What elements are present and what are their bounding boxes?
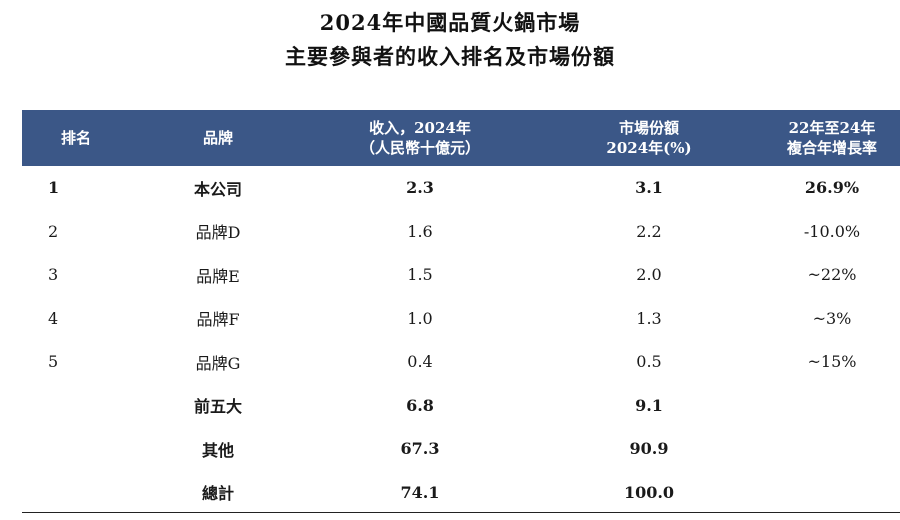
table-row: 2 品牌D 1.6 2.2 -10.0% [22,210,900,254]
share-cell: 1.3 [636,308,662,328]
cagr-cell [764,427,900,471]
revenue-cell: 1.0 [407,308,433,328]
share-cell: 9.1 [635,395,663,415]
page-subtitle: 主要參與者的收入排名及市場份額 [285,44,615,69]
ranking-table-container: 排名 品牌 收入，2024年 （人民幣十億元） 市場份額 2024年(%) 22… [22,110,900,514]
share-cell: 2.2 [636,221,662,241]
brand-cell: 品牌D [195,223,241,243]
share-cell: 90.9 [629,439,669,459]
table-row: 前五大 6.8 9.1 [22,384,900,428]
share-cell: 100.0 [623,482,675,502]
brand-cell: 品牌E [196,266,240,286]
cagr-cell [764,384,900,428]
header-rank-label: 排名 [60,129,91,147]
header-share-line1: 市場份額 [618,119,679,137]
header-brand: 品牌 [130,110,306,166]
rank-cell [22,427,130,471]
header-brand-label: 品牌 [202,129,233,147]
table-row: 5 品牌G 0.4 0.5 ~15% [22,340,900,384]
rank-cell: 3 [48,265,59,285]
revenue-cell: 6.8 [406,395,434,415]
rank-cell: 5 [48,352,59,372]
rank-cell [22,384,130,428]
revenue-cell: 74.1 [400,482,440,502]
cagr-cell: ~22% [807,265,857,285]
rank-cell: 4 [48,308,59,328]
share-cell: 2.0 [636,265,662,285]
header-cagr-line1: 22年至24年 [788,119,876,137]
header-cagr: 22年至24年 複合年增長率 [764,110,900,166]
header-revenue: 收入，2024年 （人民幣十億元） [306,110,534,166]
table-header-row: 排名 品牌 收入，2024年 （人民幣十億元） 市場份額 2024年(%) 22… [22,110,900,166]
table-header: 排名 品牌 收入，2024年 （人民幣十億元） 市場份額 2024年(%) 22… [22,110,900,166]
cagr-cell: 26.9% [804,178,860,198]
revenue-cell: 2.3 [406,178,434,198]
header-cagr-line2: 複合年增長率 [786,139,877,157]
bottom-divider [22,512,900,513]
revenue-cell: 0.4 [407,352,433,372]
brand-cell: 總計 [201,484,234,504]
ranking-table: 排名 品牌 收入，2024年 （人民幣十億元） 市場份額 2024年(%) 22… [22,110,900,514]
title-block: 2024年中國品質火鍋市場 主要參與者的收入排名及市場份額 [0,6,900,74]
revenue-cell: 67.3 [400,439,440,459]
table-row: 4 品牌F 1.0 1.3 ~3% [22,297,900,341]
cagr-cell: ~15% [807,352,857,372]
page-title: 2024年中國品質火鍋市場 [319,10,581,35]
rank-cell: 2 [48,221,59,241]
brand-cell: 前五大 [193,397,242,417]
table-body: 1 本公司 2.3 3.1 26.9% 2 品牌D 1.6 2.2 -10.0% 3 品牌E 1.5 2.… [22,166,900,514]
header-revenue-line1: 收入，2024年 [369,119,471,137]
share-cell: 3.1 [635,178,663,198]
brand-cell: 本公司 [193,179,242,199]
brand-cell: 其他 [201,440,234,460]
cagr-cell: ~3% [812,308,852,328]
header-share-line2: 2024年(%) [606,139,692,157]
rank-cell [22,471,130,515]
revenue-cell: 1.6 [407,221,433,241]
header-revenue-line2: （人民幣十億元） [359,139,480,157]
table-row: 總計 74.1 100.0 [22,471,900,515]
share-cell: 0.5 [636,352,662,372]
cagr-cell [764,471,900,515]
revenue-cell: 1.5 [407,265,433,285]
brand-cell: 品牌G [195,353,241,373]
table-row: 1 本公司 2.3 3.1 26.9% [22,166,900,210]
table-row: 3 品牌E 1.5 2.0 ~22% [22,253,900,297]
table-row: 其他 67.3 90.9 [22,427,900,471]
header-rank: 排名 [22,110,130,166]
rank-cell: 1 [48,178,60,198]
header-share: 市場份額 2024年(%) [534,110,764,166]
brand-cell: 品牌F [196,310,240,330]
cagr-cell: -10.0% [803,221,861,241]
